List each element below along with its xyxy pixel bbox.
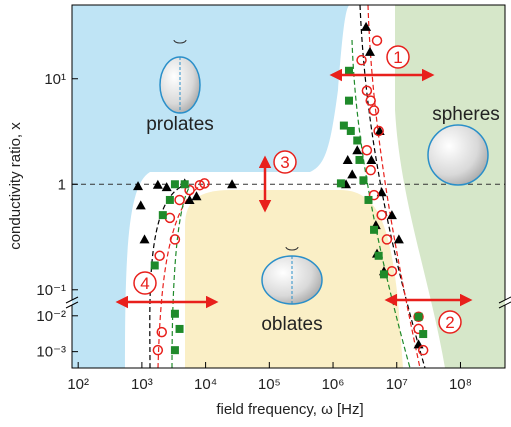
frame — [65, 4, 511, 369]
sphere-icon — [427, 124, 489, 186]
data-point — [199, 178, 210, 189]
y-tick-label: 10⁻³ — [36, 344, 66, 361]
data-point — [364, 46, 375, 56]
data-point — [150, 261, 159, 270]
data-point — [191, 191, 202, 201]
data-point — [161, 182, 172, 192]
data-point — [414, 312, 423, 321]
data-point — [356, 54, 367, 66]
data-point — [158, 211, 167, 220]
data-point — [376, 209, 387, 221]
data-point — [344, 66, 353, 75]
data-point — [361, 145, 373, 156]
rotation-icon — [173, 39, 187, 44]
data-point — [376, 187, 387, 197]
data-point — [368, 105, 380, 116]
data-point — [381, 234, 393, 245]
x-tick-label: 10² — [67, 376, 89, 393]
data-point — [169, 234, 181, 245]
data-point — [135, 200, 146, 210]
data-point — [174, 194, 185, 206]
data-point — [339, 121, 348, 130]
data-point — [417, 344, 429, 356]
number-circle — [273, 150, 297, 174]
data-point — [156, 326, 168, 338]
number-circle — [133, 271, 157, 295]
data-point — [365, 164, 376, 176]
data-point — [342, 154, 353, 164]
data-point — [373, 125, 384, 137]
y-tick-label: 10¹ — [44, 71, 66, 88]
data-point — [413, 311, 424, 323]
data-point — [152, 179, 163, 189]
x-tick-label: 10⁷ — [386, 376, 408, 393]
x-tick-label: 10⁵ — [258, 376, 281, 393]
data-point — [355, 155, 364, 164]
x-tick-label: 10⁸ — [449, 376, 472, 393]
data-point — [180, 180, 189, 189]
marks — [72, 21, 505, 356]
data-point — [184, 184, 195, 196]
data-point — [139, 234, 150, 244]
number-circles — [133, 45, 462, 334]
data-point — [170, 346, 179, 355]
data-point — [170, 309, 179, 318]
data-point — [361, 21, 372, 31]
data-point — [152, 344, 164, 356]
y-tick-label: 1 — [58, 176, 66, 193]
data-point — [154, 250, 165, 262]
data-point — [371, 35, 383, 46]
data-point — [366, 154, 377, 164]
data-point — [184, 194, 195, 204]
number-circle — [438, 310, 462, 334]
rotation-icon — [285, 246, 299, 251]
data-point — [165, 195, 174, 204]
data-point — [374, 251, 383, 260]
number-label: 4 — [140, 274, 149, 293]
region-label: spheres — [432, 104, 500, 125]
fit-curve — [149, 4, 426, 369]
region-label: oblates — [261, 314, 322, 335]
number-circle — [386, 45, 410, 69]
data-point — [379, 270, 388, 279]
number-label: 2 — [445, 313, 454, 332]
number-label: 1 — [393, 48, 402, 67]
data-point — [393, 234, 404, 244]
x-tick-label: 10³ — [131, 376, 153, 393]
y-tick-label: 10⁻¹ — [36, 282, 66, 299]
data-point — [336, 179, 345, 188]
data-point — [359, 176, 368, 185]
y-axis-title: conductivity ratio, x — [7, 122, 24, 250]
data-point — [352, 145, 363, 155]
data-point — [419, 330, 428, 339]
axis-frame — [71, 4, 506, 369]
number-label: 3 — [280, 153, 289, 172]
data-point — [170, 180, 179, 189]
data-point — [347, 169, 358, 179]
data-point — [370, 225, 379, 234]
data-point — [227, 179, 238, 189]
axis-break — [65, 296, 511, 309]
data-point — [175, 324, 184, 333]
arrows — [115, 68, 473, 309]
data-point — [386, 210, 397, 220]
y-tick-label: 10⁻² — [36, 308, 66, 325]
data-point — [365, 95, 376, 106]
x-tick-label: 10⁴ — [194, 376, 217, 393]
data-point — [368, 189, 380, 201]
x-axis-title: field frequency, ω [Hz] — [216, 401, 363, 418]
data-point — [364, 195, 373, 204]
data-point — [344, 96, 353, 105]
data-point — [194, 179, 206, 191]
data-point — [413, 323, 424, 335]
data-point — [346, 126, 355, 135]
x-tick-label: 10⁶ — [322, 376, 345, 393]
data-point — [353, 136, 362, 145]
region-label: prolates — [146, 114, 214, 135]
data-point — [133, 181, 144, 191]
shape-icons — [159, 39, 489, 305]
data-point — [361, 85, 373, 96]
